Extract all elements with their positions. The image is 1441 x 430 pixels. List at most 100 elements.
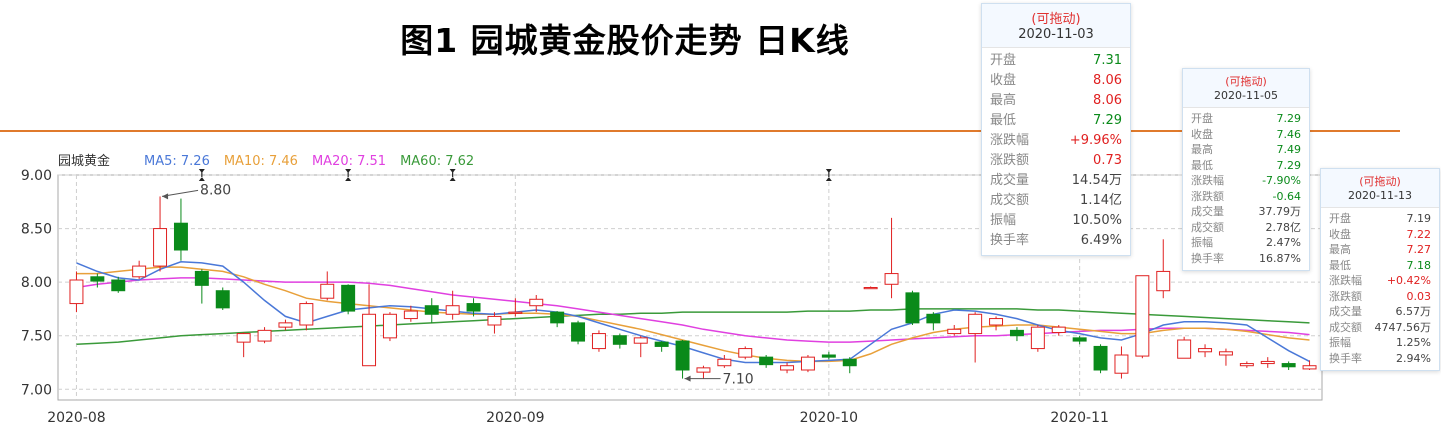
- tooltip-header[interactable]: (可拖动) 2020-11-05: [1183, 69, 1309, 108]
- candle-body[interactable]: [1302, 365, 1317, 370]
- candle[interactable]: [633, 335, 648, 358]
- candle-body[interactable]: [403, 310, 418, 320]
- candle-body[interactable]: [633, 337, 648, 344]
- candle[interactable]: [153, 196, 168, 272]
- candle-body[interactable]: [1239, 363, 1254, 367]
- candle[interactable]: [884, 217, 899, 299]
- candle[interactable]: [947, 325, 962, 336]
- candle-body[interactable]: [738, 348, 753, 358]
- candle-body[interactable]: [863, 287, 878, 290]
- candle[interactable]: [382, 312, 397, 342]
- candle-body[interactable]: [947, 328, 962, 335]
- candle[interactable]: [800, 355, 815, 373]
- candle-body[interactable]: [821, 354, 836, 358]
- candle-body[interactable]: [529, 298, 544, 307]
- candle-body[interactable]: [362, 313, 377, 367]
- candle[interactable]: [696, 365, 711, 379]
- candle[interactable]: [299, 301, 314, 331]
- candle-body[interactable]: [445, 305, 460, 315]
- candle-body[interactable]: [926, 313, 941, 324]
- candle-body[interactable]: [800, 356, 815, 371]
- candle[interactable]: [466, 298, 481, 317]
- candle[interactable]: [215, 287, 230, 311]
- candle[interactable]: [341, 284, 356, 315]
- candle-body[interactable]: [759, 356, 774, 366]
- candle[interactable]: [445, 290, 460, 320]
- candle[interactable]: [257, 327, 272, 344]
- candle[interactable]: [90, 273, 105, 288]
- candle-body[interactable]: [905, 292, 920, 324]
- candle-body[interactable]: [215, 290, 230, 309]
- candle[interactable]: [550, 311, 565, 328]
- candle[interactable]: [612, 333, 627, 349]
- candles[interactable]: [69, 196, 1317, 379]
- candle[interactable]: [1198, 344, 1213, 358]
- candle[interactable]: [132, 260, 147, 279]
- candle-body[interactable]: [1177, 339, 1192, 359]
- candle[interactable]: [926, 312, 941, 331]
- candle[interactable]: [1156, 239, 1171, 299]
- candle-body[interactable]: [780, 365, 795, 371]
- candle[interactable]: [69, 271, 84, 313]
- candle[interactable]: [236, 332, 251, 358]
- candle[interactable]: [320, 271, 335, 301]
- candle[interactable]: [1114, 346, 1129, 379]
- candle-body[interactable]: [1093, 345, 1108, 371]
- candle-body[interactable]: [717, 358, 732, 367]
- candle-body[interactable]: [1072, 337, 1087, 342]
- candle-body[interactable]: [1135, 275, 1150, 357]
- tooltip-2020-11-03[interactable]: (可拖动) 2020-11-03 开盘 7.31 收盘 8.06 最高 8.06 最低 7.2…: [981, 3, 1131, 256]
- candle-body[interactable]: [550, 311, 565, 324]
- candle[interactable]: [487, 312, 502, 334]
- candle-body[interactable]: [466, 303, 481, 312]
- candle-body[interactable]: [299, 303, 314, 326]
- candle[interactable]: [759, 355, 774, 368]
- candle-body[interactable]: [1281, 363, 1296, 368]
- candle[interactable]: [842, 357, 857, 374]
- candle[interactable]: [1239, 361, 1254, 368]
- candle[interactable]: [403, 305, 418, 322]
- candle[interactable]: [1218, 348, 1233, 366]
- candle[interactable]: [1302, 360, 1317, 370]
- candle-body[interactable]: [1009, 329, 1024, 337]
- candle[interactable]: [111, 276, 126, 293]
- candle[interactable]: [821, 351, 836, 360]
- candle[interactable]: [717, 355, 732, 368]
- candle-body[interactable]: [675, 340, 690, 371]
- candle-body[interactable]: [1114, 354, 1129, 374]
- candle-body[interactable]: [1260, 360, 1275, 365]
- candle[interactable]: [968, 312, 983, 363]
- tooltip-2020-11-05[interactable]: (可拖动) 2020-11-05 开盘 7.29 收盘 7.46 最高 7.49 最低 7.2…: [1182, 68, 1310, 271]
- candle[interactable]: [529, 295, 544, 313]
- candle-body[interactable]: [591, 333, 606, 350]
- candle[interactable]: [863, 286, 878, 290]
- candle-body[interactable]: [278, 322, 293, 328]
- candle-body[interactable]: [194, 270, 209, 286]
- tooltip-header[interactable]: (可拖动) 2020-11-13: [1321, 169, 1439, 208]
- candle[interactable]: [1177, 336, 1192, 359]
- candle[interactable]: [571, 320, 586, 345]
- tooltip-header[interactable]: (可拖动) 2020-11-03: [982, 4, 1130, 48]
- candle-body[interactable]: [1156, 270, 1171, 292]
- candle-body[interactable]: [884, 273, 899, 285]
- candle-body[interactable]: [424, 305, 439, 315]
- candle[interactable]: [362, 284, 377, 367]
- candle[interactable]: [780, 362, 795, 374]
- candle-body[interactable]: [1030, 326, 1045, 350]
- candle[interactable]: [738, 346, 753, 360]
- candle[interactable]: [675, 340, 690, 379]
- candle-body[interactable]: [111, 279, 126, 292]
- candle-body[interactable]: [612, 335, 627, 345]
- candle[interactable]: [1009, 327, 1024, 342]
- candle-body[interactable]: [257, 329, 272, 342]
- candle[interactable]: [1030, 325, 1045, 352]
- candle[interactable]: [1260, 357, 1275, 368]
- candle-body[interactable]: [842, 358, 857, 367]
- candle-body[interactable]: [1198, 348, 1213, 353]
- candle[interactable]: [424, 298, 439, 323]
- candle[interactable]: [1135, 275, 1150, 359]
- candle[interactable]: [1051, 325, 1066, 336]
- candle-body[interactable]: [1051, 326, 1066, 333]
- candle-body[interactable]: [153, 228, 168, 267]
- candle-body[interactable]: [341, 284, 356, 312]
